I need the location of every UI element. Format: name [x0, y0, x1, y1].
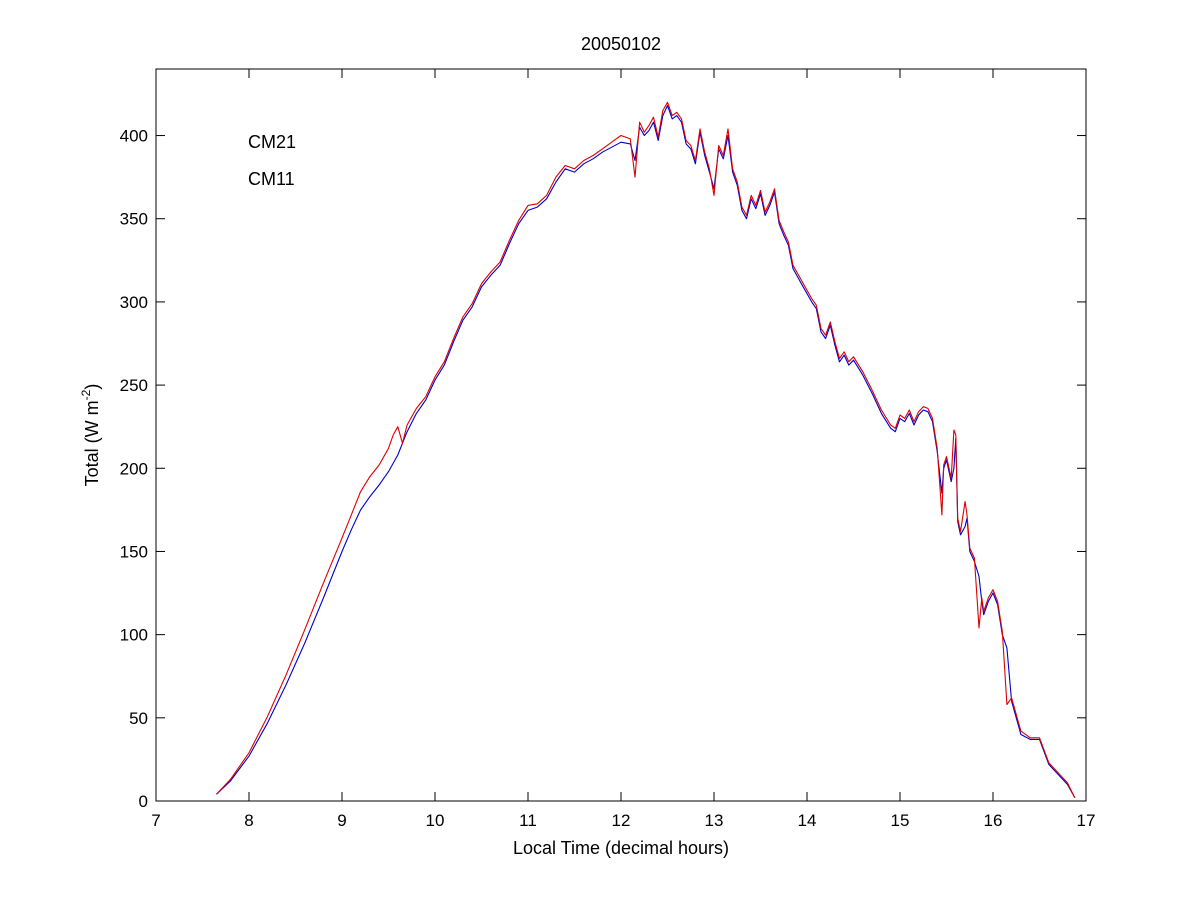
y-tick-label: 50	[129, 709, 148, 728]
y-tick-label: 100	[120, 626, 148, 645]
y-tick-label: 300	[120, 293, 148, 312]
x-tick-label: 8	[244, 811, 253, 830]
x-tick-label: 12	[612, 811, 631, 830]
y-tick-label: 350	[120, 210, 148, 229]
x-tick-label: 13	[705, 811, 724, 830]
x-tick-label: 14	[798, 811, 817, 830]
chart-title: 20050102	[581, 34, 661, 54]
y-axis-label: Total (W m-2)	[79, 384, 102, 487]
y-axis-label-superscript: -2	[79, 389, 93, 400]
x-tick-label: 7	[151, 811, 160, 830]
series-layer	[216, 101, 1076, 798]
y-tick-label: 400	[120, 127, 148, 146]
x-tick-label: 17	[1077, 811, 1096, 830]
y-axis-label-close: )	[82, 384, 102, 390]
x-tick-label: 15	[891, 811, 910, 830]
y-tick-label: 200	[120, 459, 148, 478]
series-line-cm11	[216, 101, 1076, 798]
x-axis-label: Local Time (decimal hours)	[513, 838, 729, 858]
y-axis-label-base: Total (W m	[82, 400, 102, 486]
y-tick-label: 0	[139, 792, 148, 811]
x-tick-label: 9	[337, 811, 346, 830]
ticks-layer: 7 8 9 10 11 12 13 14 15 16 17 0 50 100 150 200 250 300 350…	[120, 69, 1096, 830]
y-tick-label: 250	[120, 376, 148, 395]
x-tick-label: 10	[426, 811, 445, 830]
x-tick-label: 16	[984, 811, 1003, 830]
legend-label-cm21: CM21	[248, 132, 296, 152]
y-tick-label: 150	[120, 542, 148, 561]
x-tick-label: 11	[519, 811, 537, 830]
legend-label-cm11: CM11	[248, 169, 295, 189]
